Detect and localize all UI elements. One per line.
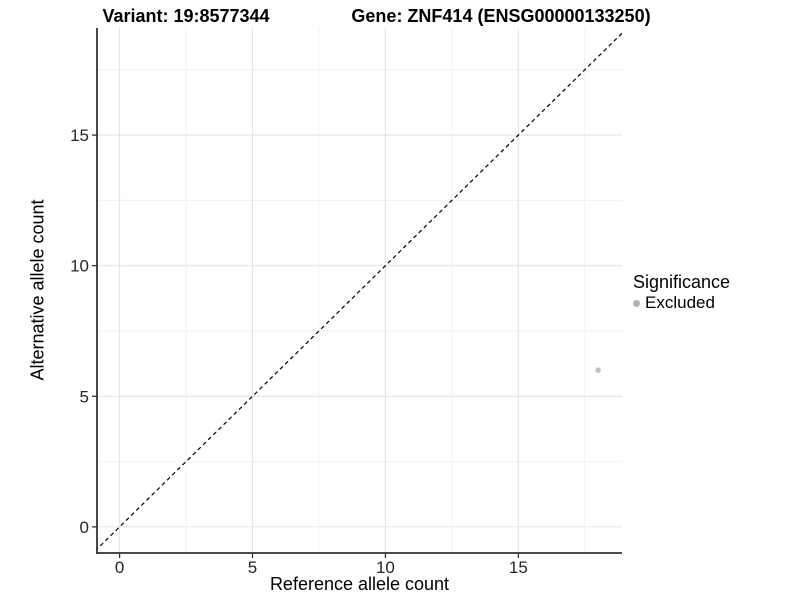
x-tick-label: 0: [115, 558, 124, 577]
x-tick-label: 5: [248, 558, 257, 577]
y-tick-label: 5: [80, 387, 89, 406]
legend: Significance Excluded: [633, 272, 730, 312]
y-tick-label: 15: [70, 126, 89, 145]
excluded-point-icon: [633, 299, 640, 307]
variant-title: Variant: 19:8577344: [102, 6, 270, 26]
legend-item-label: Excluded: [645, 293, 715, 312]
y-tick-label: 10: [70, 257, 89, 276]
legend-title: Significance: [633, 272, 731, 292]
identity-dashed-line: [97, 32, 622, 550]
data-point: [595, 367, 601, 373]
gene-title: Gene: ZNF414 (ENSG00000133250): [351, 6, 651, 26]
legend-item-excluded: Excluded: [633, 294, 730, 312]
y-axis-title: Alternative allele count: [27, 199, 48, 381]
x-tick-label: 15: [509, 558, 528, 577]
x-axis-title: Reference allele count: [269, 574, 450, 594]
y-tick-label: 0: [80, 518, 89, 537]
x-tick-label: 10: [376, 558, 395, 577]
